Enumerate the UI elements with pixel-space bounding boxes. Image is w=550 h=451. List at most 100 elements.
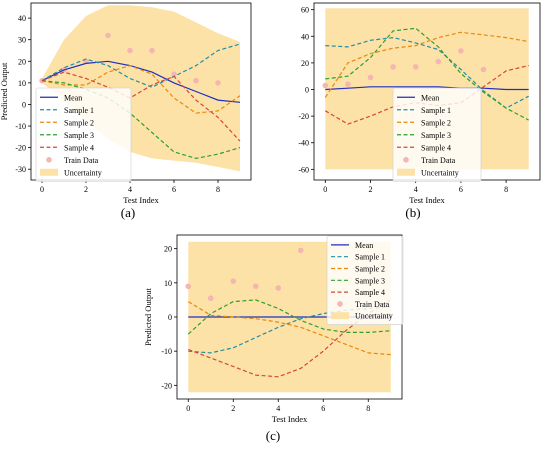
legend-band-swatch [40,168,58,176]
legend-dot-swatch [46,156,52,163]
x-tick-label: 6 [172,185,176,194]
legend-label: Sample 2 [355,265,385,274]
y-axis-label: Predicted Output [0,62,9,120]
train-data-point [215,80,221,86]
y-tick-label: 20 [164,245,172,254]
series-line-sample-4 [324,64,529,125]
train-data-point [275,285,282,291]
legend-dot-swatch [337,301,343,307]
x-axis-label: Test Index [123,195,159,205]
legend-label: Sample 4 [64,143,94,152]
y-tick-label: 30 [18,36,26,45]
y-tick-label: -10 [161,347,172,356]
uncertainty-band [42,5,240,172]
legend-label: Sample 4 [355,288,385,297]
y-tick-label: 0 [168,313,172,322]
legend-label: Train Data [421,156,456,165]
x-tick-label: 0 [186,404,190,413]
y-tick-label: 10 [164,279,172,288]
train-data-point [171,71,177,78]
legend-box [326,235,404,325]
legend-band-swatch [397,168,415,176]
train-data-point [458,48,464,54]
legend: Mean Sample 1 Sample 2 Sample 3 Sample 4 Trai… [35,87,132,182]
legend-label: Sample 4 [421,143,451,152]
legend-label: Sample 2 [421,118,451,127]
x-tick-label: 4 [128,185,132,194]
legend-label: Uncertainty [355,312,393,321]
series-line-sample-3 [325,27,529,121]
train-data-point [345,81,351,87]
y-tick-label: -20 [15,144,26,153]
x-tick-label: 4 [414,185,418,194]
legend-label: Sample 1 [421,106,451,115]
legend-label: Sample 3 [64,131,94,140]
x-tick-label: 2 [84,185,88,194]
x-tick-label: 0 [40,185,44,194]
train-data-point [207,295,214,302]
x-tick-label: 0 [323,185,327,194]
chart-panel-b: 0 2 4 6 8 -60 -40 -20 0 20 40 60 Test Index Mean Sampl… [298,2,541,205]
plot-area [39,5,241,172]
train-data-point [230,278,237,284]
panel-label-c: (c) [266,428,280,443]
series-line-sample-3 [41,80,241,160]
legend-band-swatch [331,312,349,320]
train-data-point [480,66,487,73]
train-data-point [193,77,199,84]
y-tick-label: -40 [298,139,309,148]
legend-label: Sample 1 [355,253,385,262]
x-axis-label: Test Index [409,195,445,205]
panel-label-b: (b) [405,205,420,220]
x-tick-label: 2 [369,185,373,194]
x-tick-label: 8 [504,185,508,194]
train-data-point [412,64,419,70]
y-tick-label: 0 [305,86,309,95]
series-line-sample-2 [324,31,529,98]
series-line-sample-2 [41,64,241,114]
legend-label: Sample 1 [64,106,94,115]
legend: Mean Sample 1 Sample 2 Sample 3 Sample 4 Trai… [392,87,482,182]
y-tick-label: 10 [18,79,26,88]
legend-label: Mean [64,93,82,102]
train-data-point [185,283,192,290]
train-data-point [127,47,133,54]
legend-label: Sample 2 [64,118,94,127]
legend-label: Mean [421,93,439,102]
legend: Mean Sample 1 Sample 2 Sample 3 Sample 4 Trai… [326,235,404,325]
y-tick-label: 20 [18,57,26,66]
legend-label: Train Data [355,300,390,309]
y-tick-label: -20 [161,381,172,390]
series-line-sample-2 [187,301,391,356]
chart-panel-a: 0 2 4 6 8 -30 -20 -10 0 10 20 30 40 Test Index Predict… [0,2,252,205]
x-tick-label: 8 [366,404,370,413]
legend-box [392,87,482,182]
y-axis-label: Predicted Output [143,287,153,345]
series-line-mean [41,60,241,103]
chart-panel-c: 0 2 4 6 8 -20 -10 0 10 20 Test Index Predicted Outp… [143,234,404,424]
train-data-point [367,74,374,81]
y-tick-label: 60 [301,6,309,15]
legend-dot-swatch [403,156,409,163]
x-tick-label: 6 [321,404,325,413]
legend-label: Uncertainty [64,168,102,177]
axes-frame [30,2,252,181]
series-line-sample-4 [41,71,241,142]
panel-label-a: (a) [121,205,135,220]
train-data-point [105,32,111,39]
y-tick-label: -30 [15,165,26,174]
x-axis-label: Test Index [272,414,308,424]
y-tick-label: 20 [301,59,309,68]
legend-label: Mean [355,241,373,250]
train-data-point [390,64,396,70]
train-data-point [252,283,259,290]
train-data-point [322,82,329,89]
y-tick-label: -60 [298,165,309,174]
y-tick-label: -20 [298,112,309,121]
series-line-mean [325,86,529,91]
legend-label: Sample 3 [355,276,385,285]
train-data-point [297,247,304,254]
x-tick-label: 6 [459,185,463,194]
legend-label: Train Data [64,156,99,165]
